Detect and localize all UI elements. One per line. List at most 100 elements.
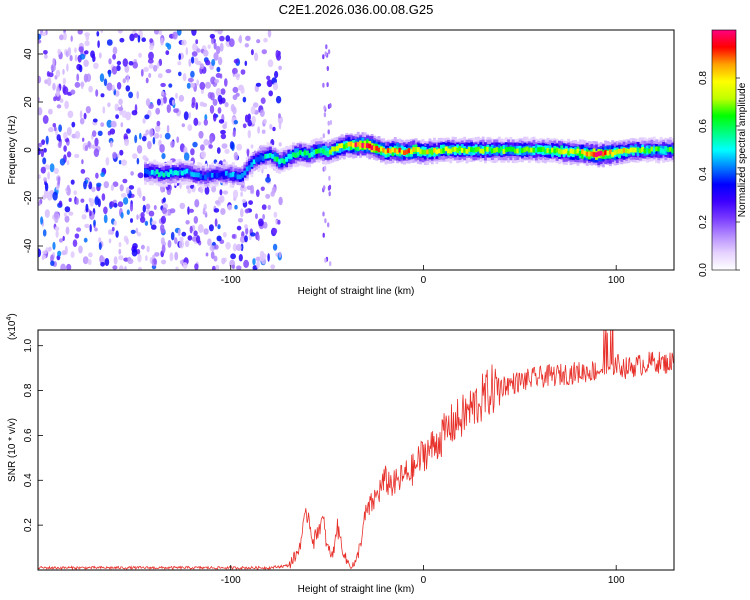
noise-speck <box>136 91 139 99</box>
ridge-cell <box>167 172 170 178</box>
noise-speck <box>136 214 139 221</box>
noise-speck <box>103 181 110 189</box>
ridge-cell <box>356 141 360 147</box>
noise-speck <box>230 253 237 260</box>
noise-speck <box>145 77 149 84</box>
noise-speck <box>217 107 222 114</box>
ridge-cell <box>553 148 557 154</box>
noise-speck <box>93 148 100 158</box>
noise-speck <box>96 31 100 37</box>
noise-speck <box>186 82 191 89</box>
ridge-cell <box>194 172 198 178</box>
noise-speck <box>323 112 327 118</box>
noise-speck <box>38 201 41 206</box>
noise-speck <box>97 40 100 48</box>
noise-speck <box>140 244 145 250</box>
ridge-cell <box>479 148 483 154</box>
noise-speck <box>182 262 188 269</box>
noise-speck <box>144 220 149 226</box>
ridge-cell <box>412 147 416 152</box>
noise-speck <box>182 73 187 82</box>
noise-speck <box>161 259 167 265</box>
noise-speck <box>219 42 224 52</box>
noise-speck <box>329 103 332 109</box>
ridge-cell <box>190 171 194 177</box>
noise-speck <box>160 227 166 234</box>
ridge-cell <box>620 148 624 154</box>
noise-speck <box>216 66 221 73</box>
ridge-cell <box>548 149 552 154</box>
noise-speck <box>228 38 235 48</box>
noise-speck <box>189 225 193 234</box>
noise-speck <box>38 33 42 40</box>
noise-speck <box>42 157 47 165</box>
noise-speck <box>232 67 238 75</box>
noise-speck <box>77 30 83 35</box>
noise-speck <box>198 130 204 139</box>
ridge-cell <box>564 148 568 154</box>
noise-speck <box>110 140 113 148</box>
noise-speck <box>157 73 163 79</box>
noise-speck <box>327 129 330 135</box>
colorbar-gradient <box>711 29 737 271</box>
snr-marks <box>38 330 674 570</box>
noise-speck <box>240 69 246 75</box>
noise-speck <box>254 52 259 62</box>
noise-speck <box>187 77 194 83</box>
noise-speck <box>115 114 119 119</box>
colorbar: 0.0 0.2 0.4 0.6 0.8 Normalized spectral ampl… <box>698 29 748 277</box>
noise-speck <box>142 204 146 213</box>
ridge-cell <box>261 156 265 161</box>
noise-speck <box>208 144 213 149</box>
noise-speck <box>244 114 249 123</box>
noise-speck <box>78 46 84 53</box>
ridge-cell <box>340 143 344 148</box>
noise-speck <box>323 185 326 191</box>
noise-speck <box>58 124 62 132</box>
noise-speck <box>213 208 220 213</box>
ridge-cell <box>608 149 612 155</box>
ridge-cell <box>264 154 268 159</box>
noise-speck <box>120 122 124 128</box>
noise-speck <box>95 89 99 97</box>
noise-speck <box>98 52 102 59</box>
noise-speck <box>187 235 193 241</box>
noise-speck <box>194 263 199 270</box>
noise-speck <box>252 258 256 266</box>
noise-speck <box>220 88 226 95</box>
spectrogram-x-label: Height of straight line (km) <box>298 286 415 297</box>
noise-speck <box>125 187 130 194</box>
ridge-cell <box>433 147 436 153</box>
noise-speck <box>63 32 67 41</box>
noise-speck <box>61 250 66 256</box>
ridge-cell <box>178 169 182 175</box>
noise-speck <box>159 144 165 153</box>
noise-speck <box>50 63 56 72</box>
ridge-cell <box>171 170 175 176</box>
ridge-cell <box>391 147 395 153</box>
ridge-cell <box>259 154 263 160</box>
noise-speck <box>145 98 151 107</box>
noise-speck <box>129 33 135 42</box>
noise-speck <box>56 134 61 141</box>
ridge-cell <box>613 150 617 155</box>
noise-speck <box>102 106 106 114</box>
noise-speck <box>84 32 90 37</box>
ridge-cell <box>157 172 161 178</box>
noise-speck <box>100 262 105 267</box>
noise-speck <box>213 113 217 122</box>
noise-speck <box>229 141 234 150</box>
noise-speck <box>55 185 59 191</box>
noise-speck <box>71 121 76 128</box>
noise-speck <box>256 39 261 44</box>
noise-speck <box>109 128 116 135</box>
ridge-cell <box>569 148 573 154</box>
noise-speck <box>192 141 198 148</box>
noise-speck <box>144 114 150 120</box>
ridge-cell <box>502 149 506 154</box>
noise-speck <box>64 100 69 110</box>
ridge-cell <box>248 165 251 171</box>
noise-speck <box>207 238 212 246</box>
y-tick-label: 0.2 <box>23 518 34 532</box>
noise-speck <box>246 148 250 157</box>
